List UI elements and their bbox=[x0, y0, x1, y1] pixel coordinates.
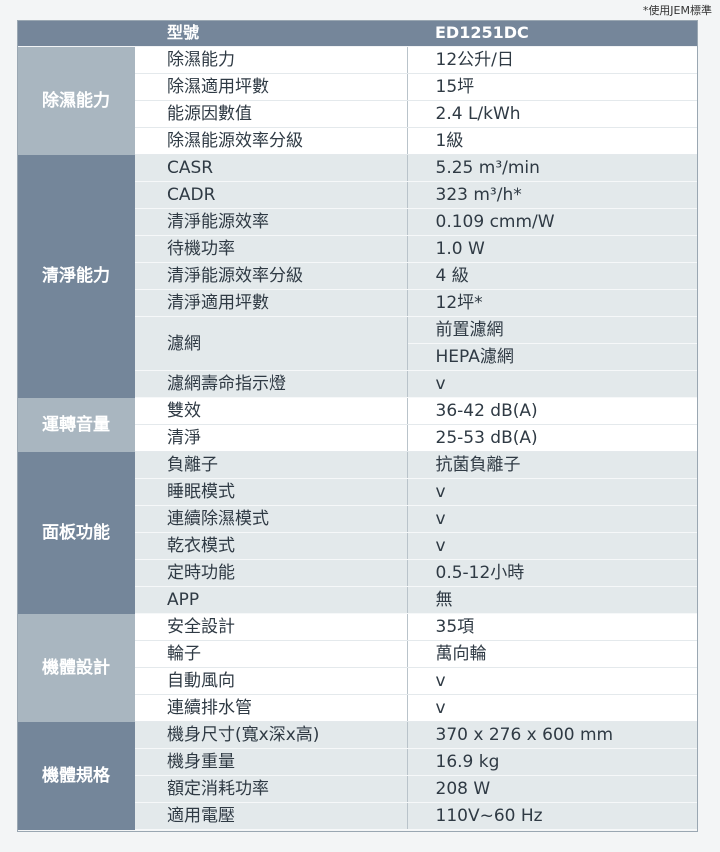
spec-label: 安全設計 bbox=[135, 613, 408, 641]
spec-label: 除濕能源效率分級 bbox=[135, 127, 408, 155]
spec-value: 16.9 kg bbox=[407, 748, 698, 776]
spec-label: 負離子 bbox=[135, 451, 408, 479]
spec-row: 額定消耗功率 208 W bbox=[17, 775, 698, 803]
spec-value: 12公升/日 bbox=[407, 46, 698, 74]
spec-row: 機體設計 安全設計 35項 bbox=[17, 613, 698, 722]
spec-row: 濾網 前置濾網 bbox=[17, 316, 698, 371]
spec-label: 清淨適用坪數 bbox=[135, 289, 408, 317]
spec-row: 清淨能源效率分級 4 級 bbox=[17, 262, 698, 290]
spec-label: 能源因數值 bbox=[135, 100, 408, 128]
spec-row: 清淨能力 CASR 5.25 m³/min bbox=[17, 154, 698, 398]
spec-row: 清淨適用坪數 12坪* bbox=[17, 289, 698, 317]
spec-row: 待機功率 1.0 W bbox=[17, 235, 698, 263]
spec-row: 能源因數值 2.4 L/kWh bbox=[17, 100, 698, 128]
spec-label: 額定消耗功率 bbox=[135, 775, 408, 803]
spec-value: 323 m³/h* bbox=[407, 181, 698, 209]
header-row: 型號 ED1251DC bbox=[17, 20, 698, 47]
group-label: 運轉音量 bbox=[17, 397, 135, 452]
spec-label: 輪子 bbox=[135, 640, 408, 668]
spec-row: 連續除濕模式 v bbox=[17, 505, 698, 533]
spec-label: 濾網 bbox=[135, 316, 408, 371]
spec-label: CADR bbox=[135, 181, 408, 209]
spec-value: 5.25 m³/min bbox=[407, 154, 698, 182]
group-label: 除濕能力 bbox=[17, 46, 135, 155]
spec-row: 除濕適用坪數 15坪 bbox=[17, 73, 698, 101]
spec-value: 1級 bbox=[407, 127, 698, 155]
spec-row: 濾網壽命指示燈 v bbox=[17, 370, 698, 398]
spec-value: 前置濾網 bbox=[407, 316, 698, 344]
spec-row: 輪子 萬向輪 bbox=[17, 640, 698, 668]
spec-value: v bbox=[407, 478, 698, 506]
spec-label: 適用電壓 bbox=[135, 802, 408, 830]
spec-table: 型號 ED1251DC 除濕能力 除濕能力 12公升/日 除濕適用坪數 15坪 能源因數值… bbox=[17, 20, 698, 830]
spec-label: 清淨能源效率 bbox=[135, 208, 408, 236]
spec-value: 抗菌負離子 bbox=[407, 451, 698, 479]
spec-value: 無 bbox=[407, 586, 698, 614]
group-label: 面板功能 bbox=[17, 451, 135, 614]
spec-value: v bbox=[407, 505, 698, 533]
spec-value: v bbox=[407, 667, 698, 695]
spec-row: APP 無 bbox=[17, 586, 698, 614]
spec-value: 4 級 bbox=[407, 262, 698, 290]
spec-row: 定時功能 0.5-12小時 bbox=[17, 559, 698, 587]
spec-label: 清淨 bbox=[135, 424, 408, 452]
spec-value: 0.109 cmm/W bbox=[407, 208, 698, 236]
spec-label: 連續排水管 bbox=[135, 694, 408, 722]
spec-label: 連續除濕模式 bbox=[135, 505, 408, 533]
spec-row: 除濕能源效率分級 1級 bbox=[17, 127, 698, 155]
spec-label: 除濕適用坪數 bbox=[135, 73, 408, 101]
spec-row: 機身重量 16.9 kg bbox=[17, 748, 698, 776]
spec-row: HEPA濾網 bbox=[17, 343, 698, 371]
jem-standard-note: *使用JEM標準 bbox=[642, 4, 712, 17]
spec-value: 1.0 W bbox=[407, 235, 698, 263]
spec-value: 36-42 dB(A) bbox=[407, 397, 698, 425]
spec-value: 12坪* bbox=[407, 289, 698, 317]
spec-label: 定時功能 bbox=[135, 559, 408, 587]
spec-row: 面板功能 負離子 抗菌負離子 bbox=[17, 451, 698, 614]
spec-row: 清淨 25-53 dB(A) bbox=[17, 424, 698, 452]
spec-value: 0.5-12小時 bbox=[407, 559, 698, 587]
spec-row: 自動風向 v bbox=[17, 667, 698, 695]
spec-value: 35項 bbox=[407, 613, 698, 641]
spec-label: CASR bbox=[135, 154, 408, 182]
spec-label: APP bbox=[135, 586, 408, 614]
spec-row: 連續排水管 v bbox=[17, 694, 698, 722]
spec-row: 除濕能力 除濕能力 12公升/日 bbox=[17, 46, 698, 155]
spec-label: 雙效 bbox=[135, 397, 408, 425]
spec-label: 機身尺寸(寬x深x高) bbox=[135, 721, 408, 749]
spec-value: v bbox=[407, 694, 698, 722]
spec-row: 乾衣模式 v bbox=[17, 532, 698, 560]
spec-value: HEPA濾網 bbox=[407, 343, 698, 371]
spec-row: 睡眠模式 v bbox=[17, 478, 698, 506]
header-model-label: 型號 bbox=[135, 20, 407, 47]
spec-row: CADR 323 m³/h* bbox=[17, 181, 698, 209]
spec-value: 25-53 dB(A) bbox=[407, 424, 698, 452]
spec-value: v bbox=[407, 370, 698, 398]
spec-row: 機體規格 機身尺寸(寬x深x高) 370 x 276 x 600 mm bbox=[17, 721, 698, 830]
header-model-value: ED1251DC bbox=[407, 20, 698, 47]
spec-value: 15坪 bbox=[407, 73, 698, 101]
spec-row: 運轉音量 雙效 36-42 dB(A) bbox=[17, 397, 698, 452]
spec-label: 自動風向 bbox=[135, 667, 408, 695]
spec-label: 除濕能力 bbox=[135, 46, 408, 74]
spec-value: 2.4 L/kWh bbox=[407, 100, 698, 128]
spec-label: 待機功率 bbox=[135, 235, 408, 263]
spec-label: 機身重量 bbox=[135, 748, 408, 776]
spec-value: 110V~60 Hz bbox=[407, 802, 698, 830]
spec-value: 370 x 276 x 600 mm bbox=[407, 721, 698, 749]
spec-value: 208 W bbox=[407, 775, 698, 803]
spec-label: 清淨能源效率分級 bbox=[135, 262, 408, 290]
spec-label: 睡眠模式 bbox=[135, 478, 408, 506]
group-label: 機體規格 bbox=[17, 721, 135, 830]
spec-row: 適用電壓 110V~60 Hz bbox=[17, 802, 698, 830]
group-label: 機體設計 bbox=[17, 613, 135, 722]
group-label: 清淨能力 bbox=[17, 154, 135, 398]
spec-label: 乾衣模式 bbox=[135, 532, 408, 560]
spec-value: 萬向輪 bbox=[407, 640, 698, 668]
header-empty-cell bbox=[17, 20, 135, 47]
spec-row: 清淨能源效率 0.109 cmm/W bbox=[17, 208, 698, 236]
spec-value: v bbox=[407, 532, 698, 560]
spec-label: 濾網壽命指示燈 bbox=[135, 370, 408, 398]
